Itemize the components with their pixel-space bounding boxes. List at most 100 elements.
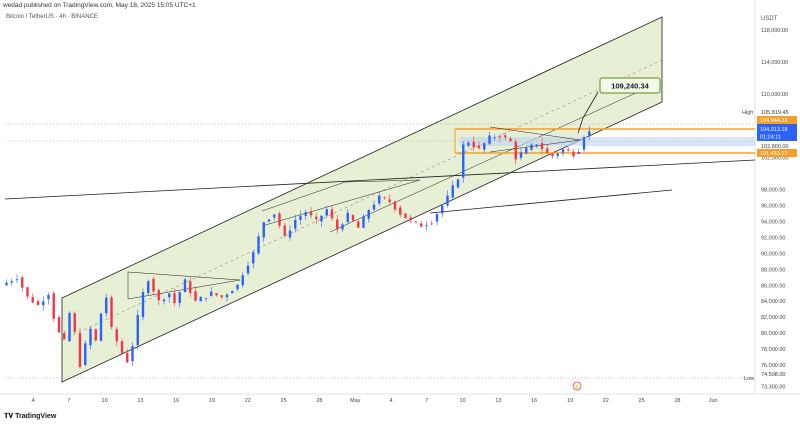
candle-body	[189, 281, 192, 293]
candle-body	[241, 275, 244, 286]
candle-body	[47, 295, 50, 300]
candle	[315, 213, 318, 224]
triangle-pattern	[489, 126, 581, 153]
candle	[472, 136, 475, 151]
candle-body	[325, 209, 328, 216]
x-tick-label: 13	[495, 398, 501, 404]
candle-body	[472, 141, 475, 148]
candle-body	[252, 252, 255, 264]
candle	[162, 297, 166, 305]
candle-body	[267, 219, 271, 222]
brand-name: TradingView	[15, 413, 57, 420]
candle	[451, 180, 454, 200]
candle-body	[31, 297, 34, 303]
y-tick-label: 86,000.00	[761, 283, 785, 289]
candle-body	[183, 279, 187, 293]
candle-body	[441, 205, 444, 214]
candle-body	[273, 214, 276, 218]
candle-body	[546, 148, 549, 154]
countdown-label: 01:24:11	[760, 135, 781, 141]
candle-body	[535, 144, 538, 147]
x-tick-label: 10	[460, 398, 466, 404]
candle	[372, 200, 376, 212]
candle	[399, 205, 402, 218]
event-icon	[572, 381, 582, 391]
candle-body	[451, 185, 454, 198]
x-tick-label: 28	[674, 398, 680, 404]
candle-body	[283, 225, 286, 236]
candle	[530, 142, 533, 152]
candle-body	[220, 295, 223, 298]
candle	[199, 296, 202, 302]
candle-body	[362, 216, 365, 228]
candle	[561, 148, 565, 157]
candle	[257, 232, 260, 255]
candle-body	[435, 214, 439, 222]
candle	[357, 219, 360, 228]
candle-body	[572, 151, 575, 157]
candle-body	[262, 222, 265, 238]
candle-body	[178, 292, 181, 303]
candle	[425, 221, 428, 231]
tradingview-brand: 𝐓𝐕 TradingView	[4, 413, 56, 421]
candle	[420, 221, 423, 227]
candle	[588, 125, 591, 141]
candle-body	[173, 293, 176, 304]
candle	[362, 213, 365, 229]
candle	[483, 142, 486, 154]
candle-body	[346, 212, 349, 223]
candle	[147, 279, 150, 296]
candle	[430, 220, 433, 226]
candle-body	[430, 223, 433, 225]
candle-body	[199, 296, 202, 302]
inner-trendline	[329, 81, 661, 233]
candle-body	[21, 277, 24, 288]
candle	[42, 296, 45, 311]
candle	[519, 147, 523, 161]
candle-body	[63, 333, 66, 339]
candle	[246, 261, 250, 276]
candle	[304, 209, 307, 220]
resistance-tag-label: 104,944.32	[760, 118, 788, 124]
candle	[288, 225, 292, 242]
candle	[136, 309, 139, 350]
candle	[68, 311, 71, 342]
current-price-label: 104,913.18	[760, 127, 788, 133]
high-label: High	[742, 110, 753, 116]
candle-body	[483, 143, 486, 150]
candle	[409, 214, 412, 224]
candle	[105, 293, 108, 317]
candle-body	[404, 213, 407, 219]
candle	[325, 205, 328, 218]
candle	[462, 141, 465, 183]
candle	[215, 292, 218, 297]
candle-body	[147, 281, 150, 294]
candle	[330, 205, 334, 222]
candle-body	[414, 221, 418, 223]
candle-body	[126, 353, 129, 363]
candle-body	[57, 317, 61, 333]
candle	[115, 326, 118, 346]
y-tick-label: 98,000.00	[761, 188, 785, 194]
candle-body	[115, 329, 118, 342]
candle-body	[73, 313, 76, 332]
candle	[5, 279, 8, 286]
y-tick-label: 94,000.00	[761, 219, 785, 225]
candle	[231, 290, 234, 294]
candle-body	[94, 329, 97, 341]
ascending-channel	[61, 16, 663, 383]
candle	[267, 219, 271, 223]
candle-body	[157, 290, 160, 301]
candle	[47, 292, 50, 305]
candle-body	[52, 293, 55, 319]
candle	[346, 209, 349, 224]
symbol-label: Bitcoin / TetherUS · 4h · BINANCE	[6, 14, 98, 20]
candle	[278, 211, 281, 229]
candle	[210, 286, 213, 297]
candle-body	[36, 301, 40, 305]
target-price-label: 109,240.34	[611, 82, 649, 91]
resistance-tag	[757, 116, 797, 124]
candle	[551, 152, 554, 159]
candle-body	[509, 138, 512, 142]
